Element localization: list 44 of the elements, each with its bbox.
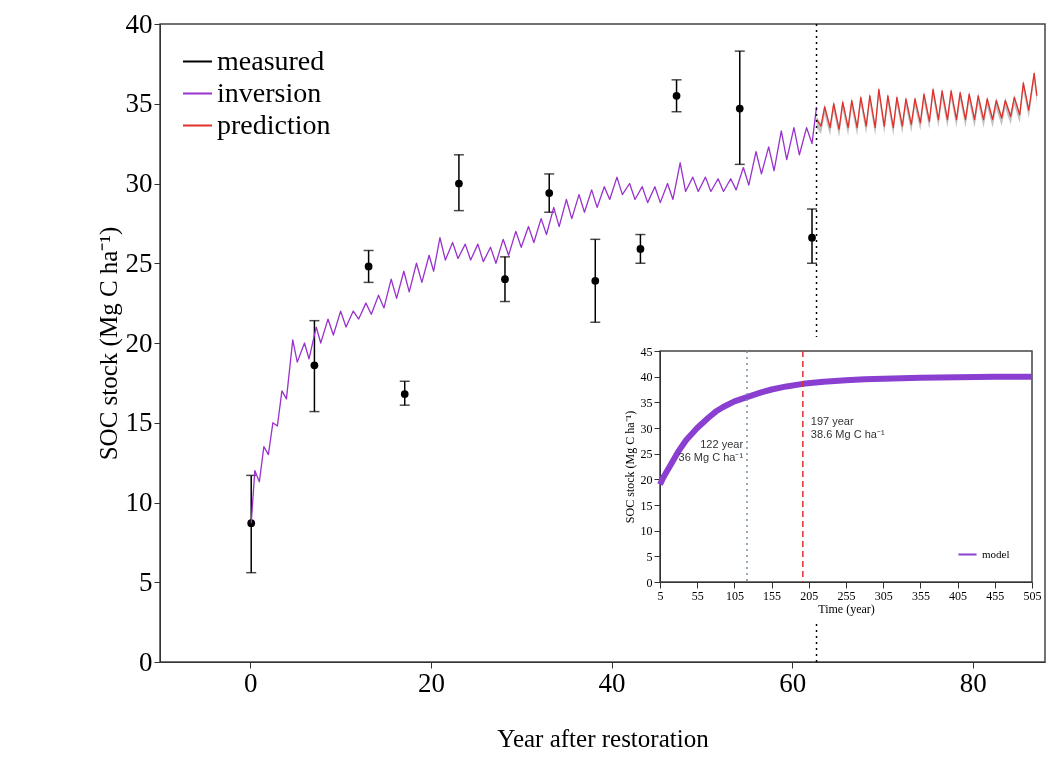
y-tick-label: 0 (139, 646, 153, 677)
ref-line-label: 197 year 38.6 Mg C ha⁻¹ (810, 414, 885, 440)
y-tick-label: 10 (640, 524, 653, 539)
x-axis-title: Time (year) (818, 601, 875, 616)
x-tick-label: 355 (911, 588, 930, 603)
y-tick-label: 25 (125, 247, 153, 278)
x-tick-label: 405 (949, 588, 968, 603)
x-tick-label: 155 (763, 588, 782, 603)
x-tick-label: 505 (1023, 588, 1042, 603)
x-tick-label: 0 (244, 667, 258, 698)
y-tick-label: 45 (640, 344, 653, 359)
x-tick-label: 105 (725, 588, 744, 603)
x-tick-label: 255 (837, 588, 856, 603)
x-tick-label: 80 (959, 667, 987, 698)
x-tick-label: 5 (657, 588, 664, 603)
y-tick-label: 15 (640, 498, 653, 513)
legend-label: inversion (217, 76, 322, 108)
y-tick-label: 15 (125, 407, 153, 438)
legend-label: prediction (217, 108, 331, 140)
x-axis-title: Year after restoration (497, 724, 710, 752)
y-tick-label: 5 (646, 549, 653, 564)
legend-label: model (982, 547, 1010, 560)
y-tick-label: 20 (640, 472, 653, 487)
y-axis-title: SOC stock (Mg C ha⁻¹) (94, 226, 123, 461)
x-tick-label: 60 (779, 667, 807, 698)
y-tick-label: 40 (640, 370, 653, 385)
y-tick-label: 0 (646, 575, 653, 590)
y-tick-label: 40 (125, 8, 153, 39)
x-tick-label: 40 (598, 667, 626, 698)
y-tick-label: 35 (125, 88, 153, 119)
x-tick-label: 20 (417, 667, 445, 698)
x-tick-label: 455 (986, 588, 1005, 603)
legend-label: measured (217, 44, 325, 76)
x-tick-label: 305 (874, 588, 893, 603)
y-tick-label: 20 (125, 327, 153, 358)
y-tick-label: 35 (640, 395, 653, 410)
y-tick-label: 30 (125, 168, 153, 198)
y-tick-label: 30 (640, 421, 653, 436)
ref-line-label: 122 year 36 Mg C ha⁻¹ (678, 437, 744, 463)
x-tick-label: 205 (800, 588, 819, 603)
y-tick-label: 25 (640, 447, 653, 462)
x-tick-label: 55 (691, 588, 704, 603)
y-axis-title: SOC stock (Mg C ha⁻¹) (622, 410, 637, 524)
y-tick-label: 10 (125, 487, 153, 517)
